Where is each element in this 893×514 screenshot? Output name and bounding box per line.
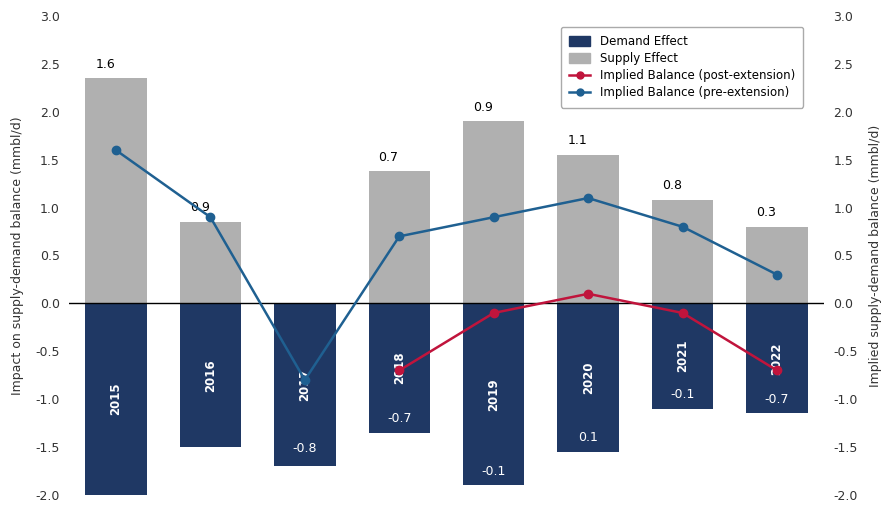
Text: 2016: 2016: [204, 359, 217, 392]
Line: Implied Balance (pre-extension): Implied Balance (pre-extension): [112, 146, 781, 384]
Text: -0.1: -0.1: [481, 465, 506, 478]
Implied Balance (pre-extension): [394, 233, 405, 240]
Bar: [85, 78, 146, 303]
Text: 0.8: 0.8: [662, 179, 682, 192]
Text: 2022: 2022: [771, 342, 783, 375]
Text: -0.8: -0.8: [293, 442, 317, 455]
Text: -0.7: -0.7: [387, 412, 412, 425]
Implied Balance (pre-extension): [677, 224, 688, 230]
Text: -0.7: -0.7: [764, 393, 789, 406]
Implied Balance (pre-extension): [299, 377, 310, 383]
Bar: [274, 303, 336, 423]
Text: 0.9: 0.9: [189, 201, 210, 214]
Implied Balance (post-extension): [772, 368, 782, 374]
Text: 2019: 2019: [488, 378, 500, 411]
Bar: [369, 171, 430, 303]
Implied Balance (post-extension): [583, 291, 594, 297]
Implied Balance (post-extension): [394, 368, 405, 374]
Text: 1.6: 1.6: [96, 58, 115, 71]
Legend: Demand Effect, Supply Effect, Implied Balance (post-extension), Implied Balance : Demand Effect, Supply Effect, Implied Ba…: [561, 27, 803, 108]
Y-axis label: Impact on supply-demand balance (mmbl/d): Impact on supply-demand balance (mmbl/d): [11, 116, 24, 395]
Text: 2021: 2021: [676, 340, 689, 372]
Line: Implied Balance (post-extension): Implied Balance (post-extension): [395, 289, 781, 375]
Implied Balance (pre-extension): [205, 214, 216, 221]
Text: 2015: 2015: [110, 383, 122, 415]
Bar: [274, 303, 336, 466]
Bar: [179, 303, 241, 447]
Text: -0.1: -0.1: [671, 388, 695, 401]
Text: 0.9: 0.9: [473, 101, 493, 114]
Bar: [463, 121, 524, 303]
Text: 2020: 2020: [581, 361, 595, 394]
Text: 0.1: 0.1: [579, 431, 598, 444]
Y-axis label: Implied supply-demand balance (mmbl/d): Implied supply-demand balance (mmbl/d): [869, 124, 882, 387]
Bar: [557, 155, 619, 303]
Text: 0.7: 0.7: [379, 151, 398, 163]
Bar: [747, 303, 808, 413]
Implied Balance (post-extension): [488, 310, 499, 316]
Text: 1.1: 1.1: [567, 134, 587, 148]
Text: 2018: 2018: [393, 352, 405, 384]
Implied Balance (post-extension): [677, 310, 688, 316]
Bar: [85, 303, 146, 495]
Bar: [747, 227, 808, 303]
Bar: [652, 200, 714, 303]
Implied Balance (pre-extension): [772, 271, 782, 278]
Bar: [557, 303, 619, 452]
Implied Balance (pre-extension): [111, 147, 121, 153]
Text: 0.3: 0.3: [756, 206, 776, 219]
Bar: [369, 303, 430, 433]
Bar: [652, 303, 714, 409]
Implied Balance (pre-extension): [488, 214, 499, 221]
Implied Balance (pre-extension): [583, 195, 594, 201]
Bar: [179, 222, 241, 303]
Bar: [463, 303, 524, 485]
Text: 2017: 2017: [298, 369, 312, 401]
